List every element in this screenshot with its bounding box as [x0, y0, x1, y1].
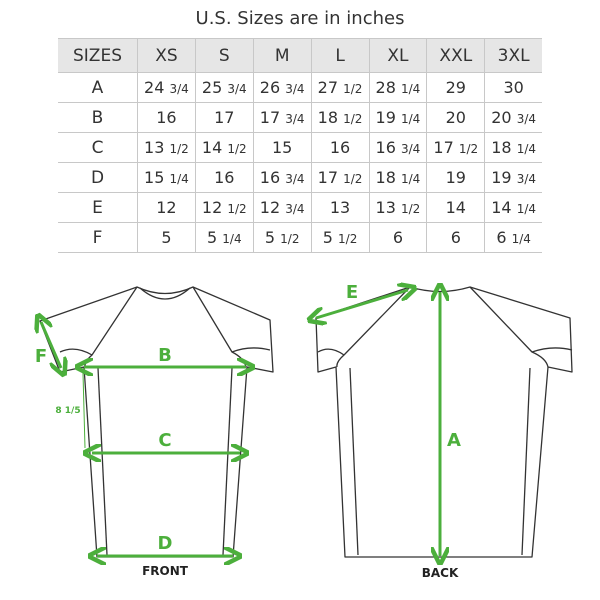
table-cell: 15 1/4: [137, 162, 196, 193]
table-cell: 19 1/4: [368, 102, 428, 133]
measurement-label: E: [58, 192, 138, 223]
table-cell: 16: [310, 132, 370, 163]
table-cell: 16 3/4: [252, 162, 312, 193]
header-size-l: L: [310, 38, 370, 73]
table-cell: 24 3/4: [137, 72, 196, 103]
front-shirt-outline: [39, 286, 274, 558]
back-label: BACK: [422, 566, 459, 580]
label-c: C: [158, 430, 171, 451]
table-cell: 17 3/4: [252, 102, 312, 133]
table-cell: 5 1/4: [194, 222, 254, 253]
table-cell: 16: [137, 102, 196, 133]
table-cell: 5: [137, 222, 196, 253]
label-b: B: [158, 345, 172, 366]
table-cell: 27 1/2: [310, 72, 370, 103]
table-cell: 17 1/2: [310, 162, 370, 193]
table-cell: 14: [426, 192, 486, 223]
table-cell: 20: [426, 102, 486, 133]
table-cell: 6: [426, 222, 486, 253]
measurement-label: F: [58, 222, 138, 253]
table-cell: 25 3/4: [194, 72, 254, 103]
table-cell: 12 1/2: [194, 192, 254, 223]
table-cell: 5 1/2: [252, 222, 312, 253]
table-cell: 15: [252, 132, 312, 163]
table-cell: 20 3/4: [484, 102, 542, 133]
table-cell: 6: [368, 222, 428, 253]
front-label: FRONT: [142, 564, 189, 578]
table-cell: 12: [137, 192, 196, 223]
header-size-xxl: XXL: [426, 38, 486, 73]
measurement-label: B: [58, 102, 138, 133]
table-cell: 17: [194, 102, 254, 133]
armhole-depth-label: 8 1/5: [55, 406, 80, 416]
header-size-m: M: [252, 38, 312, 73]
table-cell: 18 1/4: [484, 132, 542, 163]
table-cell: 13: [310, 192, 370, 223]
measure-e-arrow: [316, 290, 408, 318]
table-cell: 5 1/2: [310, 222, 370, 253]
back-shirt-outline: [315, 286, 573, 558]
table-cell: 26 3/4: [252, 72, 312, 103]
header-size-xl: XL: [368, 38, 428, 73]
size-table: SIZES XS S M L XL XXL 3XL A 24 3/4 25 3/4 26 3/4 27…: [58, 38, 542, 253]
label-f: F: [35, 346, 47, 367]
table-cell: 17 1/2: [426, 132, 486, 163]
header-size-3xl: 3XL: [484, 38, 542, 73]
table-row: E 12 12 1/2 12 3/4 13 13 1/2 14 14 1/4: [58, 192, 542, 223]
armhole-depth-line: [82, 372, 86, 449]
table-cell: 6 1/4: [484, 222, 542, 253]
table-cell: 14 1/4: [484, 192, 542, 223]
table-cell: 28 1/4: [368, 72, 428, 103]
table-cell: 12 3/4: [252, 192, 312, 223]
measure-f-arrow: [41, 322, 61, 368]
table-cell: 18 1/2: [310, 102, 370, 133]
header-row: SIZES XS S M L XL XXL 3XL: [58, 38, 542, 73]
label-e: E: [346, 282, 358, 303]
table-cell: 19: [426, 162, 486, 193]
table-row: C 13 1/2 14 1/2 15 16 16 3/4 17 1/2 18 1/4: [58, 132, 542, 163]
table-cell: 16 3/4: [368, 132, 428, 163]
table-cell: 29: [426, 72, 486, 103]
table-row: B 16 17 17 3/4 18 1/2 19 1/4 20 20 3/4: [58, 102, 542, 133]
table-cell: 13 1/2: [368, 192, 428, 223]
label-d: D: [158, 533, 173, 554]
chart-title: U.S. Sizes are in inches: [195, 8, 405, 29]
table-cell: 13 1/2: [137, 132, 196, 163]
label-a: A: [447, 430, 461, 451]
